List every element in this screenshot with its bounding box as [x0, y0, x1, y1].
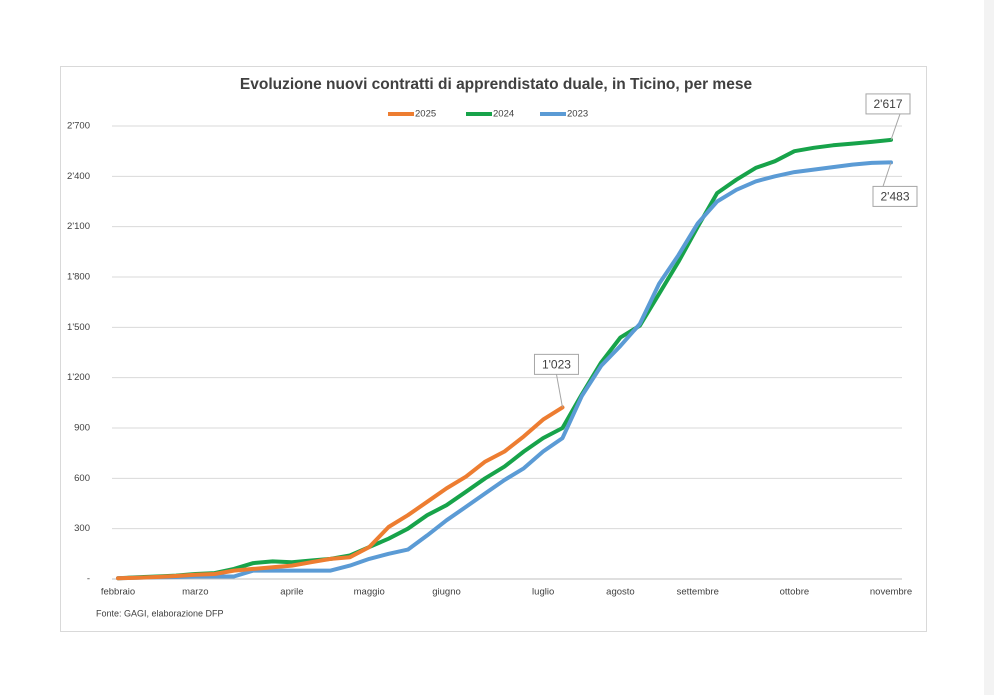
y-tick-label: 2'700 [67, 121, 90, 132]
y-tick-label: 600 [74, 473, 90, 484]
y-tick-label: - [87, 574, 90, 585]
y-tick-label: 300 [74, 523, 90, 534]
y-tick-label: 1'800 [67, 272, 90, 283]
data-label: 2'483 [881, 190, 910, 204]
callout-box [865, 93, 911, 115]
x-tick-label: agosto [606, 587, 635, 598]
callout-leader [882, 162, 892, 187]
y-tick-label: 1'500 [67, 322, 90, 333]
x-tick-label: luglio [532, 587, 554, 598]
y-tick-label: 2'100 [67, 221, 90, 232]
x-tick-label: ottobre [780, 587, 810, 598]
chart-title: Evoluzione nuovi contratti di apprendist… [240, 76, 753, 93]
chart-frame [60, 66, 927, 632]
x-tick-label: novembre [870, 587, 912, 598]
callout-leader [890, 113, 901, 141]
data-label: 1'023 [542, 358, 571, 372]
series-line [116, 405, 565, 581]
data-label: 2'617 [874, 97, 903, 111]
x-tick-label: giugno [432, 587, 461, 598]
x-tick-label: aprile [280, 587, 303, 598]
callout-leader [555, 374, 563, 408]
x-tick-label: febbraio [101, 587, 135, 598]
y-tick-label: 1'200 [67, 372, 90, 383]
x-tick-label: maggio [354, 587, 385, 598]
scrollbar [984, 0, 994, 695]
y-tick-label: 2'400 [67, 171, 90, 182]
legend-label: 2023 [567, 109, 588, 120]
series-line [116, 137, 893, 581]
x-tick-label: marzo [182, 587, 208, 598]
callout-box [533, 353, 579, 375]
legend-label: 2025 [415, 109, 436, 120]
legend-label: 2024 [493, 109, 514, 120]
x-tick-label: settembre [677, 587, 719, 598]
series-line [116, 160, 893, 581]
y-tick-label: 900 [74, 423, 90, 434]
source-note: Fonte: GAGI, elaborazione DFP [96, 608, 224, 618]
callout-box [872, 185, 918, 207]
